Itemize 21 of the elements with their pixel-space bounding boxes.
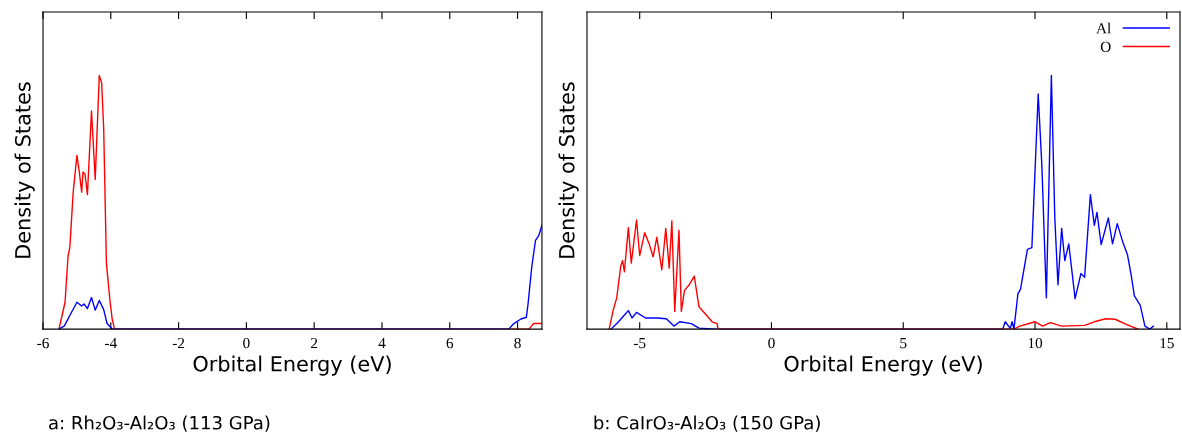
x-tick-label: 5 <box>900 338 907 349</box>
x-tick-label: -6 <box>37 337 49 349</box>
legend-label: O <box>1100 41 1111 53</box>
y-axis-title: Density of States <box>558 82 579 258</box>
legend-label: Al <box>1096 22 1111 34</box>
x-tick-label: -4 <box>105 338 117 349</box>
x-tick-label: 8 <box>514 337 521 349</box>
x-tick-label: 6 <box>446 337 454 349</box>
x-axis-title: Orbital Energy (eV) <box>193 355 391 376</box>
x-tick-label: 4 <box>378 338 386 349</box>
x-tick-label: 2 <box>311 337 318 349</box>
y-axis-title: Density of States <box>14 82 35 258</box>
x-tick-label: 10 <box>1028 337 1043 349</box>
text: a: Rh₂O₃-Al₂O₃ (113 GPa) <box>49 415 270 432</box>
text: b: CaIrO₃-Al₂O₃ (150 GPa) <box>594 415 820 432</box>
x-tick-label: -5 <box>633 338 646 349</box>
x-tick-label: -2 <box>172 337 185 349</box>
x-tick-label: 15 <box>1160 338 1174 349</box>
x-tick-label: 0 <box>243 337 250 349</box>
x-axis-title: Orbital Energy (eV) <box>784 355 982 376</box>
x-tick-label: 0 <box>768 337 775 349</box>
